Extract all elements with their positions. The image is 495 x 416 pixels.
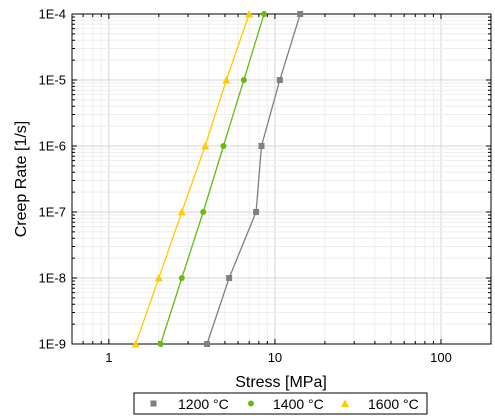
series-2 <box>157 11 268 347</box>
legend-triangle-marker <box>341 399 349 407</box>
tick-labels: 1 10 100 1E-9 1E-8 1E-7 1E-6 1E-5 1E-4 <box>39 7 452 366</box>
legend-entry-1400: 1400 °C <box>248 396 324 412</box>
data-point-circle <box>157 341 164 347</box>
data-point-triangle <box>177 208 186 216</box>
data-point-square <box>297 11 304 17</box>
data-point-circle <box>240 77 247 83</box>
x-axis-label: Stress [MPa] <box>235 374 327 391</box>
legend-label-1400: 1400 °C <box>273 396 324 412</box>
legend-entry-1600: 1600 °C <box>341 396 419 412</box>
data-point-square <box>253 209 260 215</box>
y-tick-label: 1E-4 <box>39 7 66 22</box>
legend-square-marker <box>150 400 157 407</box>
series-line <box>135 13 250 345</box>
x-tick-label: 1 <box>105 350 112 365</box>
data-point-triangle <box>131 340 140 348</box>
data-point-square <box>204 341 211 347</box>
data-point-triangle <box>245 10 254 18</box>
data-point-circle <box>261 11 268 17</box>
series-1 <box>204 11 304 347</box>
legend-frame <box>133 392 428 415</box>
y-axis-label: Creep Rate [1/s] <box>13 121 30 238</box>
x-tick-label: 10 <box>268 350 282 365</box>
legend: 1200 °C 1400 °C 1600 °C <box>133 392 428 415</box>
series-3 <box>131 10 254 348</box>
data-point-triangle <box>222 76 231 84</box>
y-tick-label: 1E-9 <box>39 337 66 352</box>
data-point-circle <box>178 275 185 281</box>
grid-lines <box>71 13 492 345</box>
data-point-triangle <box>201 142 210 150</box>
data-point-circle <box>200 209 207 215</box>
data-point-square <box>276 77 283 83</box>
series-line <box>206 13 301 345</box>
legend-label-1200: 1200 °C <box>178 396 229 412</box>
plot-area-frame <box>71 13 492 345</box>
legend-label-1600: 1600 °C <box>368 396 419 412</box>
y-tick-label: 1E-7 <box>39 205 66 220</box>
data-point-triangle <box>154 274 163 282</box>
legend-entry-1200: 1200 °C <box>150 396 229 412</box>
legend-circle-marker <box>248 400 254 407</box>
data-series <box>131 10 304 348</box>
data-point-circle <box>220 143 227 149</box>
y-tick-label: 1E-8 <box>39 271 66 286</box>
x-tick-label: 100 <box>430 350 452 365</box>
data-point-square <box>226 275 233 281</box>
axis-ticks <box>71 13 492 345</box>
y-tick-label: 1E-6 <box>39 139 66 154</box>
series-line <box>160 13 265 345</box>
data-point-square <box>258 143 265 149</box>
y-tick-label: 1E-5 <box>39 73 66 88</box>
